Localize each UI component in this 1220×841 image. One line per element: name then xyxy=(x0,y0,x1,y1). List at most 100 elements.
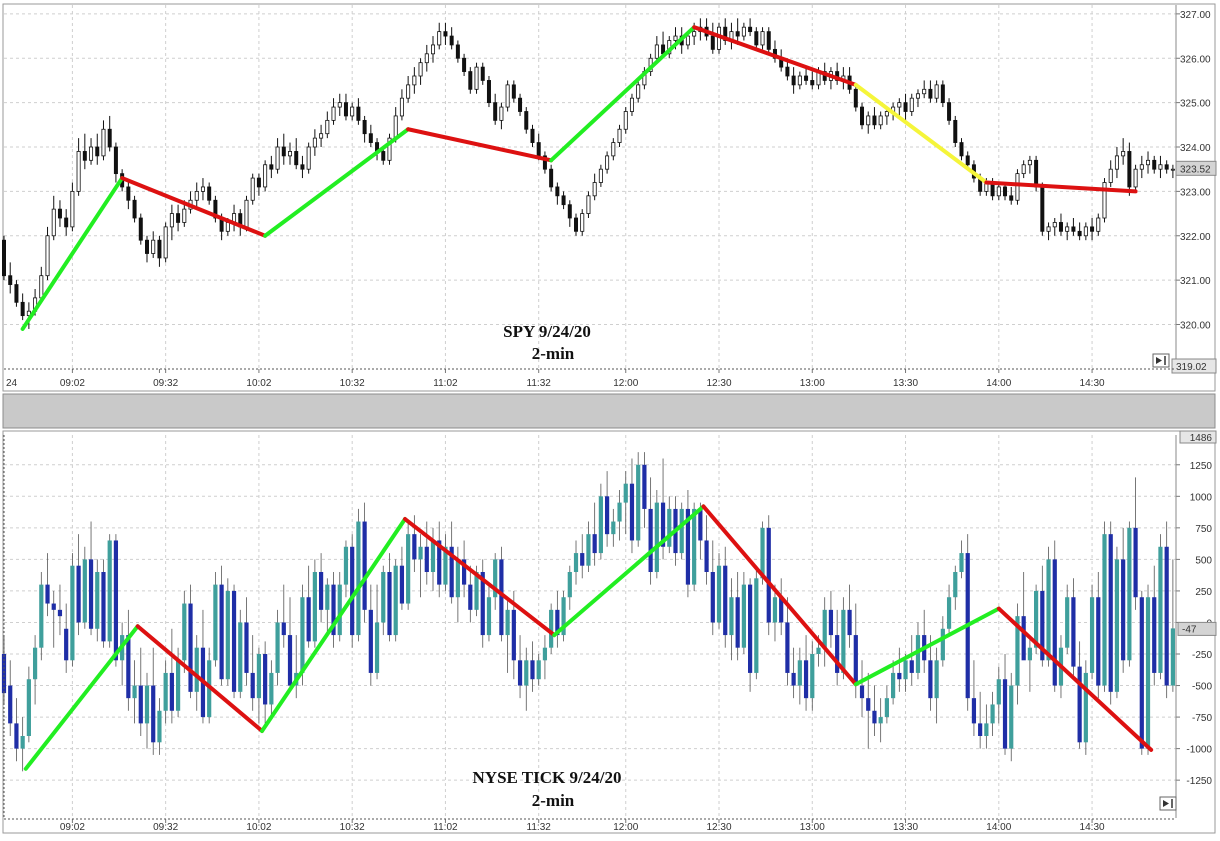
tick-bar xyxy=(1152,597,1157,673)
spy-candle xyxy=(909,97,914,112)
tick-bar xyxy=(978,723,983,737)
tick-bar xyxy=(250,672,255,699)
spy-candle xyxy=(884,111,889,117)
spy-candle xyxy=(82,151,87,161)
spy-candle xyxy=(331,106,336,121)
spy-candle xyxy=(14,284,19,303)
tick-bar xyxy=(866,698,871,711)
spy-candle xyxy=(555,186,560,197)
tick-bar xyxy=(872,710,877,724)
tick-time-label: 11:02 xyxy=(433,822,458,833)
tick-bar xyxy=(182,603,187,661)
tick-trend-line xyxy=(403,517,557,638)
tick-bar xyxy=(741,584,746,648)
tick-bar xyxy=(797,660,802,686)
spy-candle xyxy=(518,97,523,112)
spy-candle xyxy=(294,151,299,166)
spy-price-tick-label: 324.00 xyxy=(1180,143,1211,154)
spy-candle xyxy=(748,26,753,33)
spy-candle xyxy=(1034,159,1039,188)
tick-time-label: 13:00 xyxy=(800,822,825,833)
spy-candle xyxy=(1114,155,1119,170)
spy-candle xyxy=(947,102,952,121)
spy-candle xyxy=(64,217,69,228)
tick-time-label: 11:32 xyxy=(527,822,552,833)
spy-time-label: 24 xyxy=(6,378,18,389)
spy-candle xyxy=(723,26,728,41)
tick-bar xyxy=(996,679,1001,705)
tick-bar xyxy=(1034,590,1039,648)
tick-bar xyxy=(20,736,25,749)
tick-bar xyxy=(1040,590,1045,661)
tick-bar xyxy=(505,609,510,636)
tick-bar xyxy=(542,647,548,661)
spy-candle xyxy=(113,146,118,175)
spy-candle xyxy=(126,186,131,201)
spy-candle xyxy=(107,128,112,148)
spy-candle xyxy=(1102,182,1107,219)
tick-bar xyxy=(953,572,958,598)
tick-bar xyxy=(455,559,460,598)
tick-bar xyxy=(26,679,31,737)
spy-candle xyxy=(953,119,958,143)
tick-bar xyxy=(443,546,448,585)
tick-bar xyxy=(891,672,896,699)
spy-candle xyxy=(505,84,510,108)
tick-bar xyxy=(598,496,603,554)
spy-last-price-label: 323.52 xyxy=(1180,164,1211,175)
tick-bar xyxy=(654,502,659,573)
spy-time-label: 11:32 xyxy=(527,378,552,389)
spy-candle xyxy=(1090,226,1095,232)
tick-bar xyxy=(8,685,13,724)
spy-candle xyxy=(387,137,392,161)
tick-bar xyxy=(617,502,622,522)
spy-candle xyxy=(592,182,597,197)
tick-bar xyxy=(841,609,846,673)
tick-bar xyxy=(337,584,342,636)
tick-trend-line xyxy=(701,504,858,687)
spy-last-price-box xyxy=(1175,160,1217,176)
spy-candle xyxy=(1133,168,1138,188)
spy-candle xyxy=(785,66,790,77)
tick-bar xyxy=(754,578,759,673)
tick-bar xyxy=(822,609,827,648)
spy-candle xyxy=(499,106,504,121)
tick-bar xyxy=(586,534,591,566)
tick-bar xyxy=(1002,679,1008,749)
spy-candle xyxy=(766,31,771,50)
spy-candle xyxy=(735,31,740,37)
spy-candle xyxy=(288,151,293,157)
tick-bar xyxy=(480,572,485,636)
tick-bar xyxy=(350,546,355,636)
spy-candle xyxy=(101,128,106,157)
spy-scroll-end-icon[interactable] xyxy=(1152,353,1170,368)
tick-bar xyxy=(331,584,336,636)
tick-bar xyxy=(300,597,305,673)
tick-bar xyxy=(592,534,597,554)
spy-candle xyxy=(1058,222,1063,232)
tick-bar xyxy=(959,553,964,573)
spy-chart-subtitle: 2-min xyxy=(532,344,575,363)
tick-bar xyxy=(859,685,865,699)
tick-bar xyxy=(151,685,156,743)
tick-last-value-label: -47 xyxy=(1182,624,1197,635)
spy-candle xyxy=(182,208,187,223)
spy-candle xyxy=(412,75,417,86)
spy-candle xyxy=(132,199,137,219)
tick-bar xyxy=(39,584,44,648)
tick-bar xyxy=(555,609,560,636)
tick-bar xyxy=(810,654,815,699)
tick-scroll-end-icon[interactable] xyxy=(1159,796,1177,811)
panel-splitter[interactable] xyxy=(2,393,1216,429)
spy-trend-line xyxy=(20,176,125,331)
tick-bar xyxy=(580,553,585,566)
tick-bar xyxy=(629,483,635,541)
spy-price-tick-label: 323.00 xyxy=(1180,187,1211,198)
spy-candle xyxy=(39,275,44,299)
tick-bar xyxy=(511,609,516,661)
spy-candle xyxy=(1108,168,1113,183)
tick-bar xyxy=(1052,559,1057,686)
spy-candle xyxy=(8,275,13,285)
